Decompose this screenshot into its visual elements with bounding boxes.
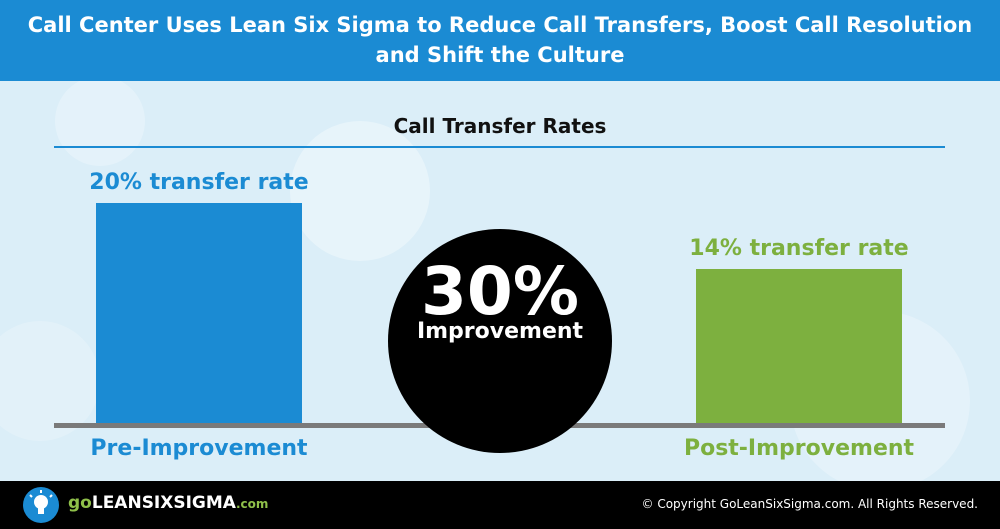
brand-logo[interactable]: goLEANSIXSIGMA.com — [68, 493, 268, 513]
logo-go: go — [68, 493, 92, 513]
copyright-text: © Copyright GoLeanSixSigma.com. All Righ… — [641, 497, 978, 511]
chart-title: Call Transfer Rates — [393, 114, 607, 138]
logo-com: .com — [235, 497, 269, 511]
bar-value-label: 14% transfer rate — [689, 236, 909, 261]
improvement-label: Improvement — [416, 319, 584, 344]
footer-bar: goLEANSIXSIGMA.com © Copyright GoLeanSix… — [0, 481, 1000, 529]
bar-value-label: 20% transfer rate — [89, 170, 309, 195]
page-title-line-2: and Shift the Culture — [375, 43, 625, 67]
logo-name: LEANSIXSIGMA — [91, 493, 236, 513]
bar-pre-improvement — [96, 203, 302, 423]
category-label: Post-Improvement — [683, 436, 915, 461]
category-label: Pre-Improvement — [90, 436, 308, 461]
header-banner: Call Center Uses Lean Six Sigma to Reduc… — [0, 0, 1000, 81]
improvement-percent: 30% — [421, 253, 579, 330]
bar-post-improvement — [696, 269, 902, 423]
improvement-badge: 30% Improvement — [388, 229, 612, 453]
page-title-line-1: Call Center Uses Lean Six Sigma to Reduc… — [27, 13, 973, 37]
title-underline — [54, 146, 945, 148]
lightbulb-icon[interactable] — [23, 487, 59, 523]
